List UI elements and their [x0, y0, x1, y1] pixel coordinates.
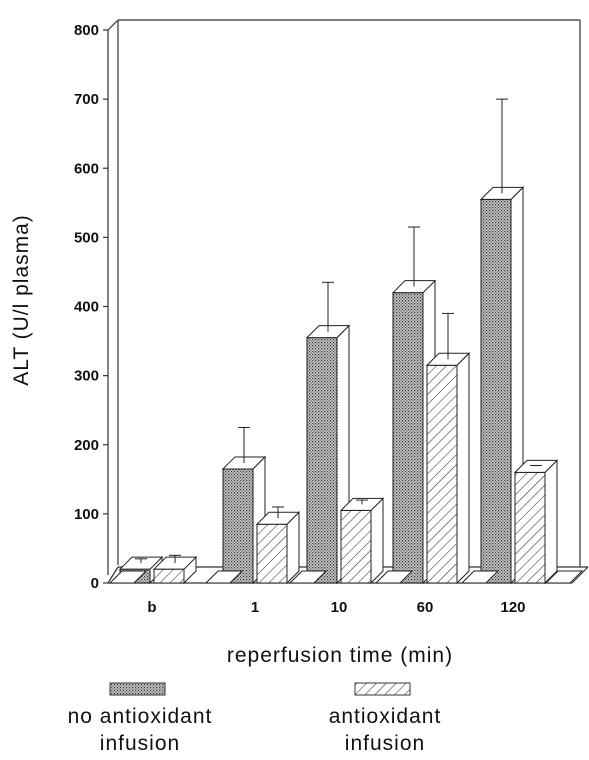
- bar-60-antioxidant-side: [456, 352, 470, 585]
- y-tick-label: 100: [74, 506, 99, 523]
- x-tick-label: 60: [417, 599, 434, 616]
- legend-item-antioxidant: antioxidant infusion: [329, 682, 442, 755]
- y-tick-label: 500: [74, 229, 99, 246]
- x-tick-label: 1: [251, 599, 259, 616]
- legend-label-no-antioxidant-line2: infusion: [100, 732, 180, 755]
- y-axis-ticks: 0 100 200 300 400 500 600 700 800: [74, 22, 108, 592]
- y-tick-label: 200: [74, 437, 99, 454]
- bar-10-antioxidant-side: [370, 497, 384, 585]
- bar-10-antioxidant-front: [340, 509, 372, 584]
- bar-1-no-antioxidant-front: [222, 468, 254, 584]
- x-tick-label: b: [147, 599, 156, 616]
- floor-tile-end: [544, 570, 584, 584]
- back-wall-top-left-diagonal: [107, 19, 119, 31]
- x-tick-label: 120: [500, 599, 525, 616]
- legend-swatch-hatched: [354, 682, 411, 696]
- x-axis-ticks: b 1 10 60 120: [147, 599, 525, 616]
- y-tick-label: 300: [74, 368, 99, 385]
- floor-right-diagonal: [571, 566, 589, 584]
- bar-10-antioxidant: [339, 497, 385, 585]
- bar-60-antioxidant-front: [426, 364, 458, 584]
- floor-tile-start: [108, 570, 148, 584]
- legend-swatch-dotted: [109, 682, 166, 696]
- y-tick-label: 400: [74, 299, 99, 316]
- y-tick-label: 800: [74, 22, 99, 39]
- bar-120-no-antioxidant-front: [480, 198, 512, 584]
- legend-item-no-antioxidant: no antioxidant infusion: [68, 682, 213, 755]
- bar-10-no-antioxidant-front: [306, 337, 338, 584]
- y-tick-label: 700: [74, 91, 99, 108]
- floor-tile-3: [374, 570, 414, 584]
- floor-tile-1: [204, 570, 244, 584]
- bar-120-antioxidant: [513, 459, 559, 585]
- bar-120-antioxidant-front: [514, 471, 546, 584]
- bar-b-antioxidant: [152, 554, 198, 585]
- x-axis-title: reperfusion time (min): [227, 644, 453, 667]
- bar-10-no-antioxidant: [305, 281, 351, 585]
- legend-label-no-antioxidant-line1: no antioxidant: [68, 705, 213, 728]
- bar-b-antioxidant-front: [153, 568, 185, 584]
- y-tick-label: 0: [91, 575, 99, 592]
- floor-tile-4: [460, 570, 500, 584]
- legend-label-antioxidant-line1: antioxidant: [329, 705, 442, 728]
- legend-label-antioxidant-line2: infusion: [345, 732, 425, 755]
- y-axis-title: ALT (U/l plasma): [10, 214, 33, 386]
- bars-group: [108, 98, 584, 585]
- floor-left-diagonal: [107, 566, 119, 584]
- bar-60-no-antioxidant-front: [392, 292, 424, 584]
- legend: no antioxidant infusion antioxidant infu…: [68, 682, 442, 755]
- bar-1-antioxidant: [255, 506, 301, 585]
- bar-120-no-antioxidant: [479, 98, 525, 585]
- bar-1-no-antioxidant: [221, 426, 267, 585]
- y-tick-label: 600: [74, 160, 99, 177]
- x-tick-label: 10: [331, 599, 348, 616]
- bar-120-antioxidant-side: [544, 459, 558, 585]
- bar-1-antioxidant-front: [256, 523, 288, 584]
- bar-60-antioxidant: [425, 312, 471, 585]
- floor-tile-2: [288, 570, 328, 584]
